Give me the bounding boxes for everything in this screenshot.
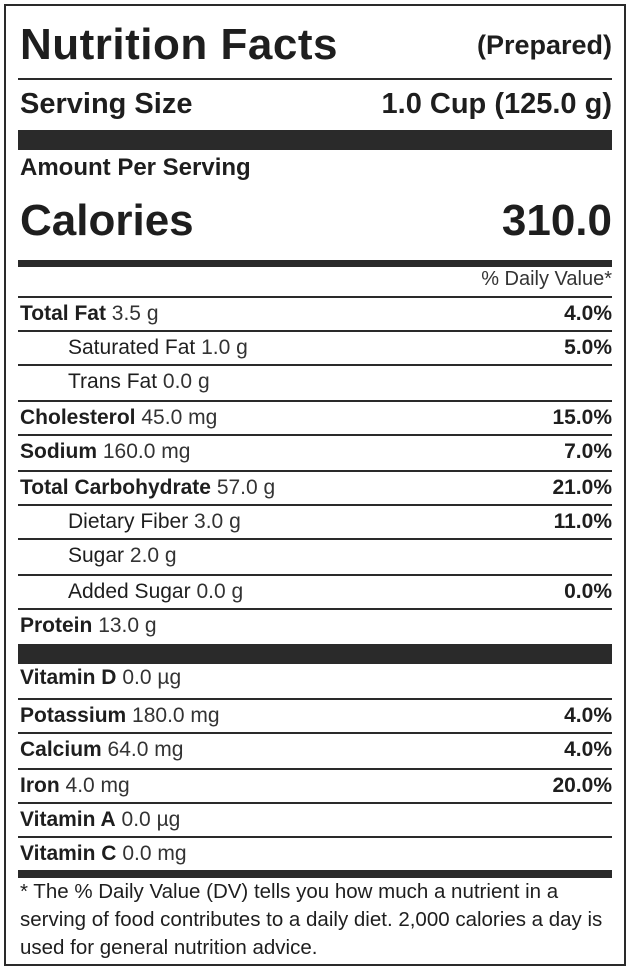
nutrient-dv: 15.0% xyxy=(552,406,612,429)
daily-value-footnote: * The % Daily Value (DV) tells you how m… xyxy=(20,880,603,959)
serving-size-row: Serving Size 1.0 Cup (125.0 g) xyxy=(18,88,612,128)
nutrient-amount: 0.0 g xyxy=(196,580,244,603)
nutrient-row-cholesterol: Cholesterol 45.0 mg 15.0% xyxy=(18,400,612,434)
nutrient-row-trans-fat: Trans Fat 0.0 g xyxy=(18,364,612,398)
vitamin-row-potassium: Potassium 180.0 mg 4.0% xyxy=(18,698,612,732)
label-title: Nutrition Facts xyxy=(20,20,338,69)
nutrient-row-total-fat: Total Fat 3.5 g 4.0% xyxy=(18,296,612,330)
nutrient-row-protein: Protein 13.0 g xyxy=(18,608,612,642)
vitamin-row-vitamin-c: Vitamin C 0.0 mg xyxy=(18,836,612,870)
nutrient-name: Calcium xyxy=(20,738,102,761)
nutrient-amount: 180.0 mg xyxy=(132,704,220,727)
nutrient-name: Vitamin A xyxy=(20,808,116,831)
nutrient-amount: 13.0 g xyxy=(98,614,157,637)
nutrient-amount: 57.0 g xyxy=(216,476,276,499)
nutrient-dv: 21.0% xyxy=(552,476,612,499)
nutrient-amount: 0.0 mg xyxy=(122,842,187,865)
nutrient-name: Potassium xyxy=(20,704,127,727)
thick-divider xyxy=(18,644,612,664)
nutrient-dv: 7.0% xyxy=(564,440,612,463)
nutrient-name: Total Carbohydrate xyxy=(20,476,211,499)
nutrient-amount: 0.0 µg xyxy=(122,666,182,689)
nutrient-name: Sodium xyxy=(20,440,97,463)
nutrient-amount: 3.5 g xyxy=(111,302,159,325)
nutrition-facts-label: Nutrition Facts (Prepared) Serving Size … xyxy=(4,4,626,966)
nutrient-amount: 0.0 µg xyxy=(121,808,181,831)
nutrient-dv: 11.0% xyxy=(553,510,612,533)
serving-size-label: Serving Size xyxy=(20,88,193,120)
nutrient-name: Sugar xyxy=(68,544,125,567)
vitamin-row-vitamin-d: Vitamin D 0.0 µg xyxy=(18,662,612,696)
nutrient-dv: 4.0% xyxy=(564,704,612,727)
nutrient-name: Trans Fat xyxy=(68,370,158,393)
vitamin-row-vitamin-a: Vitamin A 0.0 µg xyxy=(18,802,612,836)
nutrient-row-dietary-fiber: Dietary Fiber 3.0 g 11.0% xyxy=(18,504,612,538)
calories-label: Calories xyxy=(20,196,194,245)
nutrient-dv: 4.0% xyxy=(564,738,612,761)
label-subtitle: (Prepared) xyxy=(476,30,612,60)
calories-row: Calories 310.0 xyxy=(18,196,612,252)
nutrient-dv: 4.0% xyxy=(564,302,612,325)
medium-divider xyxy=(18,870,612,878)
nutrient-amount: 2.0 g xyxy=(129,544,177,567)
nutrient-row-total-carbohydrate: Total Carbohydrate 57.0 g 21.0% xyxy=(18,470,612,504)
medium-divider xyxy=(18,260,612,267)
divider xyxy=(18,78,612,80)
vitamin-row-calcium: Calcium 64.0 mg 4.0% xyxy=(18,732,612,766)
thick-divider xyxy=(18,130,612,150)
daily-value-header: % Daily Value* xyxy=(481,268,612,290)
nutrient-name: Saturated Fat xyxy=(68,336,196,359)
nutrient-row-saturated-fat: Saturated Fat 1.0 g 5.0% xyxy=(18,330,612,364)
nutrient-name: Total Fat xyxy=(20,302,106,325)
nutrient-amount: 160.0 mg xyxy=(102,440,191,463)
nutrient-name: Added Sugar xyxy=(68,580,191,603)
nutrient-row-added-sugar: Added Sugar 0.0 g 0.0% xyxy=(18,574,612,608)
nutrient-amount: 1.0 g xyxy=(201,336,248,359)
nutrient-amount: 4.0 mg xyxy=(65,774,130,797)
nutrient-amount: 45.0 mg xyxy=(141,406,218,429)
nutrient-row-sugar: Sugar 2.0 g xyxy=(18,538,612,572)
calories-value: 310.0 xyxy=(501,196,612,245)
nutrient-name: Dietary Fiber xyxy=(68,510,189,533)
nutrient-name: Vitamin D xyxy=(20,666,117,689)
nutrient-row-sodium: Sodium 160.0 mg 7.0% xyxy=(18,434,612,468)
nutrient-dv: 5.0% xyxy=(564,336,612,359)
serving-size-value: 1.0 Cup (125.0 g) xyxy=(381,88,612,120)
nutrient-amount: 3.0 g xyxy=(194,510,241,533)
amount-per-serving: Amount Per Serving xyxy=(20,154,251,181)
nutrient-amount: 64.0 mg xyxy=(107,738,184,761)
nutrient-amount: 0.0 g xyxy=(162,370,210,393)
nutrient-dv: 20.0% xyxy=(552,774,612,797)
nutrient-dv: 0.0% xyxy=(564,580,612,603)
nutrient-name: Cholesterol xyxy=(20,406,136,429)
nutrient-name: Iron xyxy=(20,774,60,797)
nutrient-name: Vitamin C xyxy=(20,842,117,865)
nutrient-name: Protein xyxy=(20,614,93,637)
title-row: Nutrition Facts (Prepared) xyxy=(18,20,612,70)
vitamin-row-iron: Iron 4.0 mg 20.0% xyxy=(18,768,612,802)
